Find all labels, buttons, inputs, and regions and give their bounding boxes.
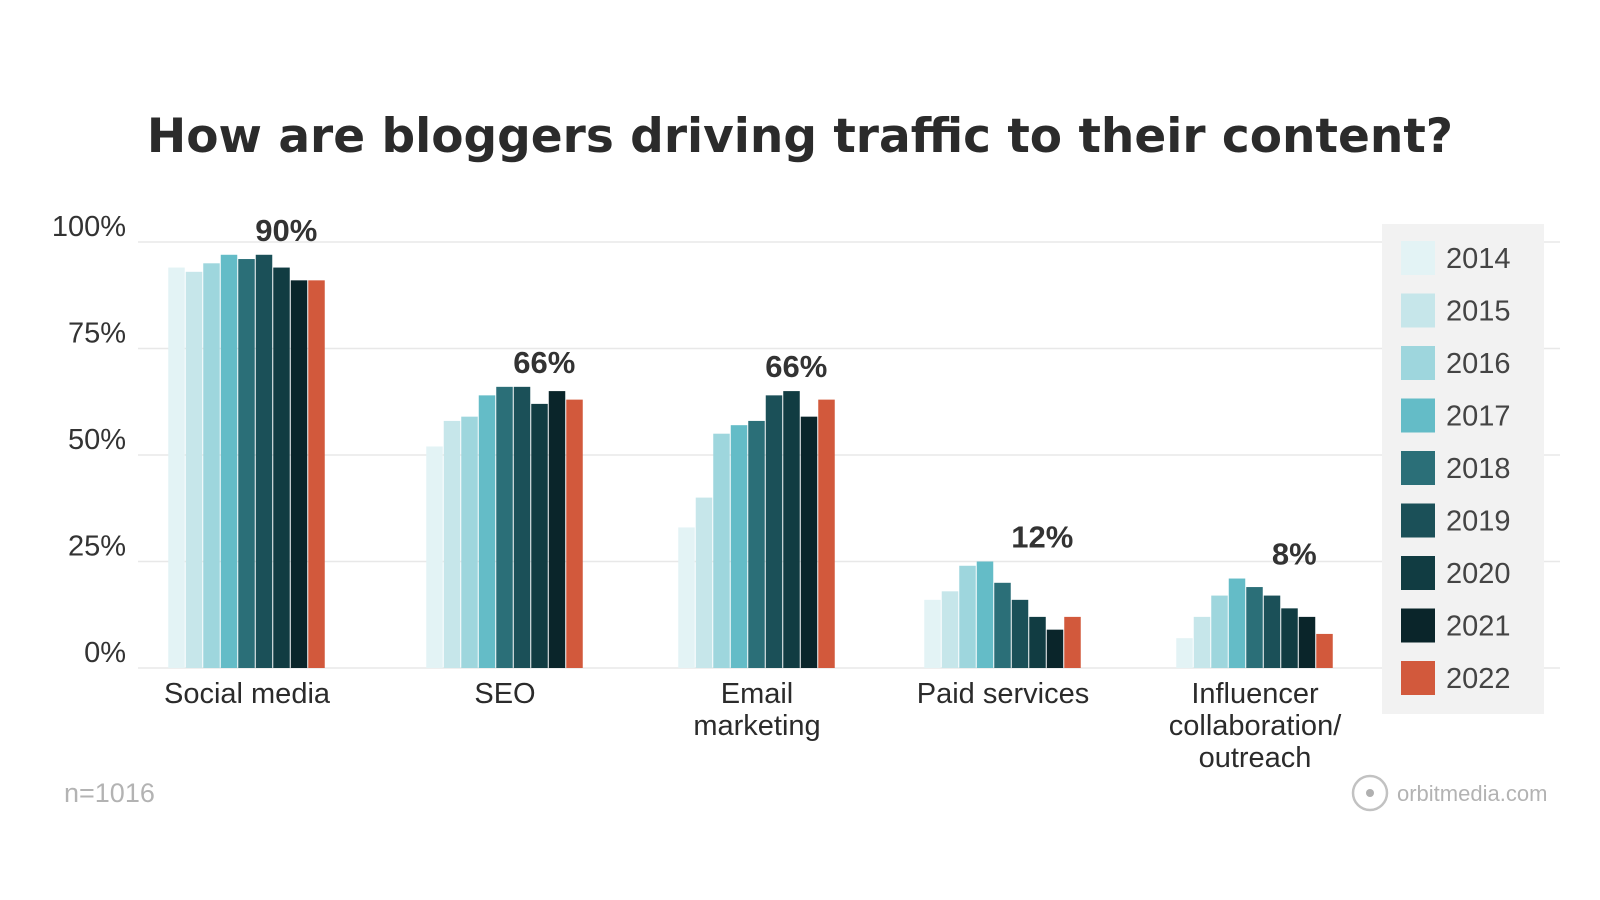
- bar-2021: [1298, 616, 1316, 668]
- bar-2021: [548, 391, 566, 668]
- bar-2014: [1176, 638, 1193, 668]
- bar-2014: [426, 446, 443, 668]
- orbit-dot: [1366, 789, 1374, 797]
- bar-2022: [566, 399, 583, 668]
- x-category-line: Social media: [164, 678, 331, 710]
- bar-2022: [818, 399, 835, 668]
- data-label: 90%: [255, 213, 317, 248]
- bar-2016: [203, 263, 220, 668]
- legend-swatch-2019: [1401, 503, 1435, 538]
- x-category-line: Influencer: [1191, 678, 1319, 710]
- bar-2014: [924, 599, 941, 668]
- bar-2019: [1263, 595, 1281, 668]
- bar-2018: [1246, 587, 1263, 668]
- legend-swatch-2015: [1401, 293, 1435, 328]
- legend-swatch-2020: [1401, 556, 1435, 590]
- sample-size: n=1016: [64, 778, 155, 808]
- bar-2015: [941, 591, 959, 668]
- bar-2020: [1281, 608, 1298, 668]
- bar-2022: [308, 280, 325, 668]
- legend-swatch-2018: [1401, 451, 1435, 485]
- bar-2019: [765, 395, 783, 668]
- y-tick-label: 75%: [68, 318, 126, 350]
- bar-2016: [461, 416, 478, 668]
- bar-2017: [730, 425, 748, 668]
- bar-2015: [185, 271, 203, 668]
- data-label: 12%: [1011, 520, 1073, 555]
- legend-swatch-2021: [1401, 608, 1435, 643]
- bar-2016: [959, 565, 976, 668]
- x-category-label: Email marketing: [693, 678, 820, 742]
- orbit-icon: [1351, 774, 1389, 812]
- bar-2021: [290, 280, 308, 668]
- chart-title: How are bloggers driving traffic to thei…: [147, 109, 1453, 164]
- bars: [168, 254, 1333, 668]
- legend-label: 2016: [1446, 348, 1511, 380]
- legend: 2014 2015 2016 2017 2018 2019 2020 2021 2022: [1382, 224, 1544, 714]
- legend-swatch-2014: [1401, 241, 1435, 275]
- x-category-line: Email: [721, 678, 794, 710]
- legend-label: 2018: [1446, 453, 1511, 485]
- bar-2018: [748, 420, 765, 668]
- bar-2016: [1211, 595, 1228, 668]
- gridlines: [138, 241, 1560, 669]
- bar-2017: [976, 561, 994, 668]
- x-category-line: marketing: [693, 710, 820, 742]
- bar-2015: [1193, 616, 1211, 668]
- bar-2015: [443, 420, 461, 668]
- bar-2021: [1046, 629, 1064, 668]
- legend-label: 2022: [1446, 663, 1511, 695]
- bar-2018: [238, 259, 255, 668]
- x-category-label: Influencer collaboration/outreach: [1169, 678, 1342, 774]
- legend-label: 2019: [1446, 506, 1511, 538]
- x-category-label: SEO: [474, 678, 535, 710]
- legend-label: 2020: [1446, 558, 1511, 590]
- bar-2014: [678, 527, 695, 668]
- bar-2015: [695, 497, 713, 668]
- y-tick-label: 100%: [52, 211, 126, 243]
- bar-2019: [255, 254, 273, 668]
- data-label: 66%: [765, 349, 827, 384]
- y-tick-label: 25%: [68, 531, 126, 563]
- data-labels: 90% 66% 66% 12% 8%: [255, 213, 1316, 572]
- y-axis: 0% 25% 50% 75% 100%: [52, 211, 126, 669]
- x-category-label: Social media: [164, 678, 331, 710]
- legend-label: 2015: [1446, 296, 1511, 328]
- x-category-line: Paid services: [917, 678, 1089, 710]
- bar-2019: [513, 386, 531, 668]
- data-label: 66%: [513, 345, 575, 380]
- legend-label: 2021: [1446, 611, 1511, 643]
- x-category-line: collaboration/: [1169, 710, 1342, 742]
- bar-2020: [783, 391, 800, 668]
- bar-2014: [168, 267, 185, 668]
- x-category-label: Paid services: [917, 678, 1089, 710]
- legend-label: 2017: [1446, 401, 1511, 433]
- bar-2019: [1011, 599, 1029, 668]
- bar-2018: [994, 582, 1011, 668]
- bar-2017: [1228, 578, 1246, 668]
- bar-2020: [1029, 616, 1046, 668]
- y-tick-label: 50%: [68, 424, 126, 456]
- bar-2021: [800, 416, 818, 668]
- legend-swatch-2017: [1401, 398, 1435, 433]
- legend-swatch-2022: [1401, 661, 1435, 695]
- bar-2022: [1316, 633, 1333, 668]
- bar-2016: [713, 433, 730, 668]
- legend-label: 2014: [1446, 243, 1511, 275]
- bar-2017: [220, 254, 238, 668]
- data-label: 8%: [1272, 537, 1317, 572]
- bar-2020: [273, 267, 290, 668]
- x-category-line: SEO: [474, 678, 535, 710]
- bar-2020: [531, 403, 548, 668]
- legend-swatch-2016: [1401, 346, 1435, 380]
- bar-2022: [1064, 616, 1081, 668]
- bar-2018: [496, 386, 513, 668]
- y-tick-label: 0%: [84, 637, 126, 669]
- bar-2017: [478, 395, 496, 668]
- x-axis: Social media SEO Email marketing Paid servic…: [164, 678, 1342, 774]
- brand-logo: orbitmedia.com: [1351, 774, 1547, 812]
- brand-name: orbitmedia.com: [1397, 781, 1547, 806]
- x-category-line: outreach: [1199, 742, 1312, 774]
